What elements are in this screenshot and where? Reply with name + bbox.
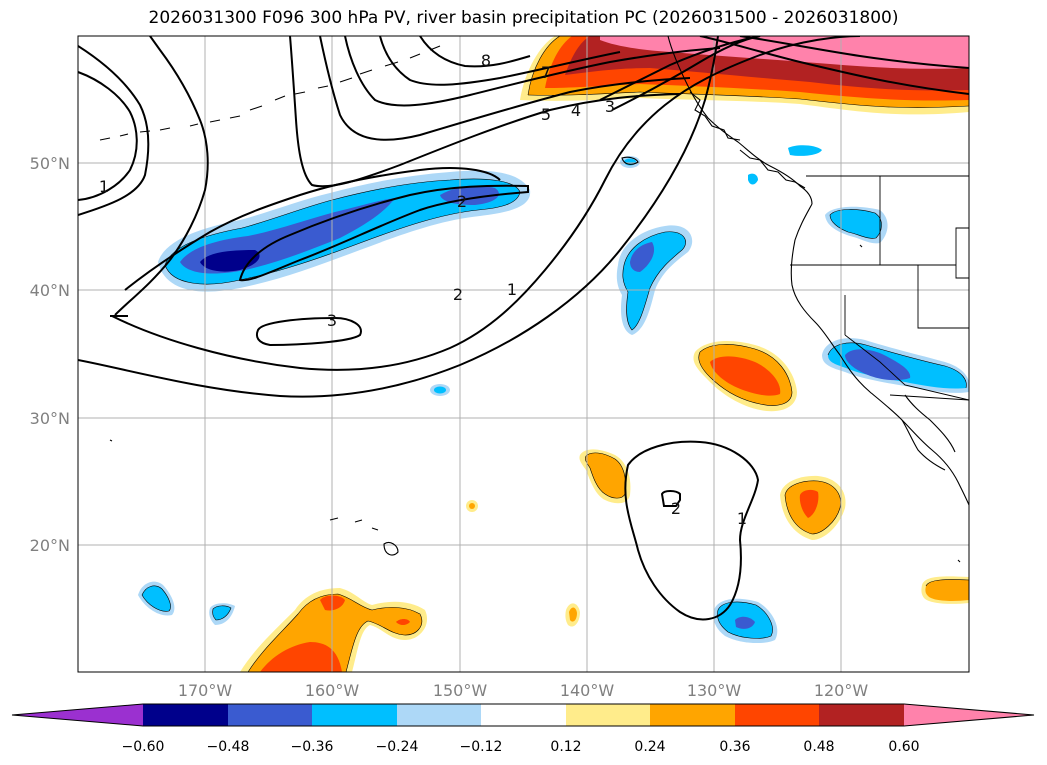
lon-label: 150°W <box>433 681 488 700</box>
colorbar-extend-right <box>904 704 1034 726</box>
pv-label: 8 <box>481 51 491 70</box>
colorbar-tick-label: 0.12 <box>550 739 581 755</box>
lat-label: 20°N <box>30 536 70 555</box>
pv-contours <box>78 36 969 621</box>
coastlines <box>99 36 969 563</box>
pv-label: 4 <box>571 101 581 120</box>
pv-label: 3 <box>605 97 615 116</box>
lon-label: 160°W <box>305 681 360 700</box>
colorbar-segment <box>228 704 312 726</box>
pv-label: 1 <box>99 177 109 196</box>
colorbar-outline <box>11 703 1035 727</box>
colorbar-segment <box>397 704 481 726</box>
colorbar-tick-label: 0.48 <box>803 739 834 755</box>
colorbar-tick-label: 0.24 <box>634 739 665 755</box>
pv-contour-labels: 8 7 5 4 3 2 1 1 2 3 2 1 <box>99 51 747 528</box>
pv-label: 7 <box>541 63 551 82</box>
precip-fill-layer <box>138 36 969 672</box>
colorbar-tick-label: 0.60 <box>888 739 919 755</box>
pv-label: 1 <box>737 509 747 528</box>
pv-label: 5 <box>541 105 551 124</box>
colorbar-tick-label: −0.36 <box>291 739 334 755</box>
colorbar-tick-label: −0.12 <box>460 739 503 755</box>
pv-label: 2 <box>453 285 463 304</box>
colorbar-tick-labels: −0.60 −0.48 −0.36 −0.24 −0.12 0.12 0.24 … <box>122 739 920 755</box>
colorbar-segment <box>735 704 819 726</box>
lon-label: 140°W <box>560 681 615 700</box>
colorbar-segment <box>143 704 228 726</box>
political-borders <box>790 175 969 401</box>
pv-label: 3 <box>327 311 337 330</box>
lon-label: 120°W <box>814 681 869 700</box>
colorbar-extend-left <box>12 704 143 726</box>
colorbar-tick-label: −0.60 <box>122 739 165 755</box>
lon-label: 130°W <box>687 681 742 700</box>
latitude-labels: 50°N 40°N 30°N 20°N <box>30 154 70 555</box>
colorbar-tick-label: −0.24 <box>376 739 419 755</box>
map-panel <box>78 36 969 672</box>
colorbar-tick-label: −0.48 <box>207 739 250 755</box>
colorbar-tick-label: 0.36 <box>719 739 750 755</box>
longitude-labels: 170°W 160°W 150°W 140°W 130°W 120°W <box>178 681 869 700</box>
lat-label: 40°N <box>30 281 70 300</box>
colorbar-segment <box>312 704 397 726</box>
lon-label: 170°W <box>178 681 233 700</box>
colorbar-segment <box>819 704 904 726</box>
colorbar-segment <box>566 704 650 726</box>
pv-label: 2 <box>671 499 681 518</box>
lat-label: 30°N <box>30 409 70 428</box>
figure-title: 2026031300 F096 300 hPa PV, river basin … <box>148 8 899 28</box>
pv-label: 1 <box>507 280 517 299</box>
pv-label: 2 <box>457 192 467 211</box>
colorbar-segment <box>481 704 566 726</box>
colorbar: −0.60 −0.48 −0.36 −0.24 −0.12 0.12 0.24 … <box>11 703 1035 755</box>
colorbar-segment <box>650 704 735 726</box>
map-frame <box>77 35 970 673</box>
lat-label: 50°N <box>30 154 70 173</box>
